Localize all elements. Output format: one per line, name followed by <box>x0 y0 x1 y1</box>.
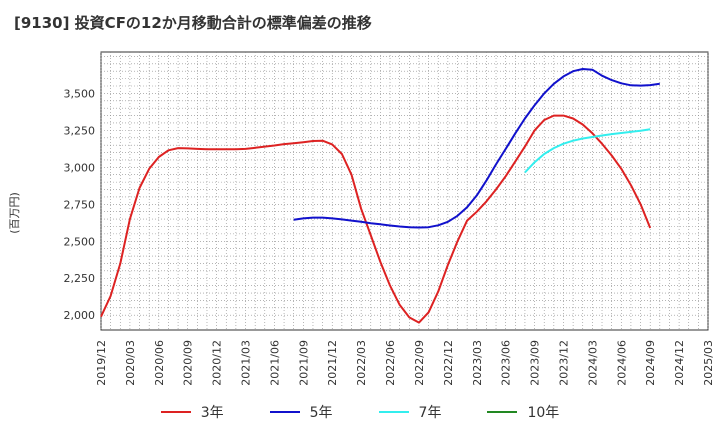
x-tick-label: 2019/12 <box>95 340 108 386</box>
x-tick-label: 2021/03 <box>240 340 253 386</box>
y-tick-label: 2,250 <box>64 272 96 285</box>
x-tick-label: 2020/09 <box>182 340 195 386</box>
x-tick-label: 2021/12 <box>326 340 339 386</box>
series-line-2 <box>293 68 660 229</box>
legend-item-5y: 5年 <box>269 402 333 422</box>
legend-label-7y: 7年 <box>418 405 442 421</box>
x-tick-label: 2025/03 <box>702 340 715 386</box>
chart-title: [9130] 投資CFの12か月移動合計の標準偏差の推移 <box>14 14 372 32</box>
legend: 3年 5年 7年 10年 <box>0 402 720 422</box>
y-tick-label: 2,500 <box>64 235 96 248</box>
legend-label-3y: 3年 <box>200 405 224 421</box>
x-tick-label: 2024/06 <box>615 340 628 386</box>
x-tick-label: 2022/12 <box>442 340 455 386</box>
legend-swatch-10y <box>487 411 518 413</box>
x-tick-label: 2023/06 <box>500 340 513 386</box>
x-tick-label: 2022/09 <box>413 340 426 386</box>
legend-swatch-3y <box>160 411 191 413</box>
chart-svg: 2,000 2,250 2,500 2,750 3,000 3,250 3,500 2019/… <box>64 51 715 386</box>
y-tick-label: 2,750 <box>64 198 96 211</box>
x-tick-label: 2024/09 <box>644 340 657 386</box>
legend-item-10y: 10年 <box>487 402 559 422</box>
series-line-3 <box>524 128 651 174</box>
y-tick-label: 3,250 <box>64 124 96 137</box>
series-line-1 <box>100 114 652 324</box>
x-tick-label: 2022/06 <box>384 340 397 386</box>
x-tick-label: 2023/09 <box>529 340 542 386</box>
y-tick-label: 3,000 <box>64 161 96 174</box>
legend-swatch-7y <box>378 411 409 413</box>
legend-item-3y: 3年 <box>160 402 224 422</box>
y-tick-label: 2,000 <box>64 309 96 322</box>
x-tick-label: 2024/03 <box>586 340 599 386</box>
legend-item-7y: 7年 <box>378 402 442 422</box>
x-tick-label: 2021/06 <box>268 340 281 386</box>
legend-label-5y: 5年 <box>309 405 333 421</box>
x-tick-label: 2024/12 <box>673 340 686 386</box>
y-tick-label: 3,500 <box>64 87 96 100</box>
x-tick-label: 2020/03 <box>124 340 137 386</box>
legend-label-10y: 10年 <box>527 405 560 421</box>
x-tick-label: 2020/12 <box>211 340 224 386</box>
x-tick-label: 2023/12 <box>557 340 570 386</box>
x-tick-label: 2021/09 <box>297 340 310 386</box>
x-tick-label: 2023/03 <box>471 340 484 386</box>
legend-swatch-5y <box>269 411 300 413</box>
x-tick-label: 2020/06 <box>153 340 166 386</box>
x-tick-label: 2022/03 <box>355 340 368 386</box>
